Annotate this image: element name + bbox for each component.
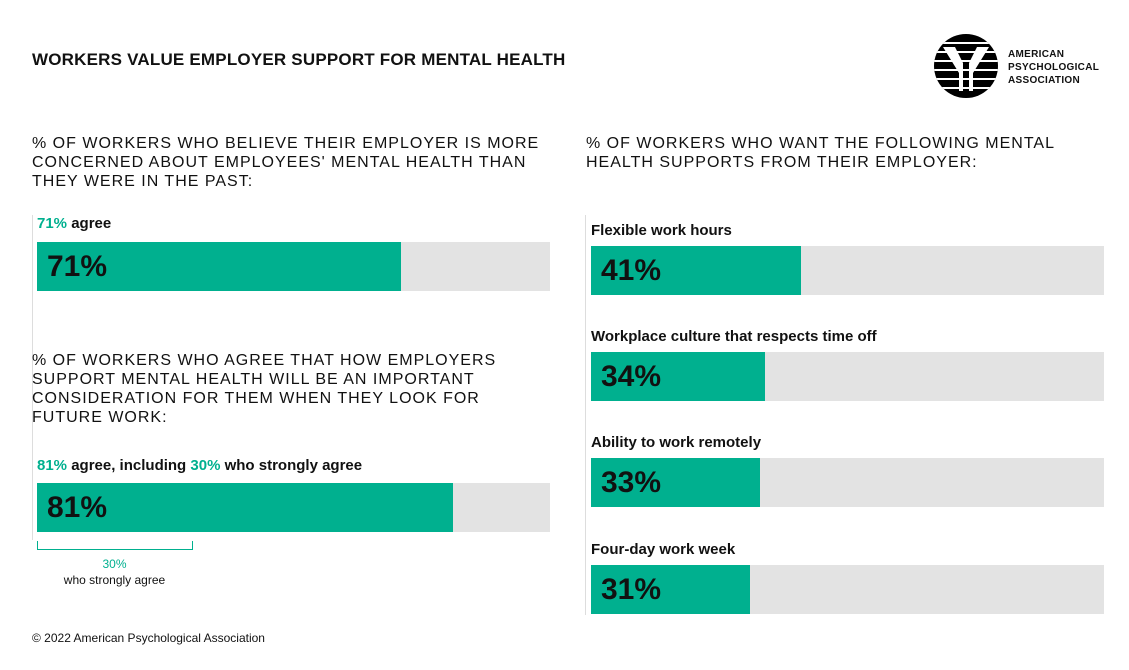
q2-label: 81% agree, including 30% who strongly ag…	[37, 457, 362, 474]
bar-value-label: 33%	[601, 466, 662, 499]
bar-track: 31%	[591, 565, 1104, 614]
bar-category-label: Ability to work remotely	[591, 434, 762, 451]
q2-label-pct: 81%	[37, 457, 68, 474]
bar-fill	[37, 483, 453, 532]
copyright: © 2022 American Psychological Associatio…	[32, 631, 265, 645]
bar-fill	[591, 246, 802, 295]
q1-label-rest: agree	[67, 215, 112, 232]
bracket-pct: 30%	[102, 557, 127, 571]
logo-line: AMERICAN	[1008, 49, 1065, 60]
q2-label-mid: agree, including	[67, 457, 191, 474]
q2-label-pct2: 30%	[190, 457, 221, 474]
logo-line: PSYCHOLOGICAL	[1008, 62, 1100, 73]
logo-line: ASSOCIATION	[1008, 75, 1081, 86]
bar-category-label: Workplace culture that respects time off	[591, 328, 877, 345]
right-divider	[585, 215, 586, 615]
bar-track: 41%	[591, 246, 1104, 295]
bar-category-label: Flexible work hours	[591, 222, 732, 239]
bracket-text: who strongly agree	[63, 573, 166, 587]
page-title: WORKERS VALUE EMPLOYER SUPPORT FOR MENTA…	[32, 50, 566, 69]
bar-value-label: 81%	[47, 491, 108, 524]
logo-text: AMERICAN PSYCHOLOGICAL ASSOCIATION	[1008, 48, 1099, 87]
bar-value-label: 34%	[601, 360, 662, 393]
left-divider	[32, 215, 33, 540]
apa-logo-icon	[933, 33, 999, 104]
bar-fill	[37, 242, 402, 291]
strongly-agree-bracket	[37, 541, 193, 550]
bar-track: 34%	[591, 352, 1104, 401]
q1-label: 71% agree	[37, 215, 111, 232]
question-3: % OF WORKERS WHO WANT THE FOLLOWING MENT…	[586, 135, 1055, 171]
bar-value-label: 41%	[601, 254, 662, 287]
bar-category-label: Four-day work week	[591, 541, 736, 558]
question-2: % OF WORKERS WHO AGREE THAT HOW EMPLOYER…	[32, 352, 497, 426]
bar-value-label: 31%	[601, 573, 662, 606]
bar-value-label: 71%	[47, 250, 108, 283]
bar-fill	[591, 458, 761, 507]
bar-track: 33%	[591, 458, 1104, 507]
bar-fill	[591, 352, 766, 401]
bracket-label: 30% who strongly agree	[37, 556, 192, 588]
bar-fill	[591, 565, 751, 614]
q2-label-rest: who strongly agree	[220, 457, 363, 474]
bar-track: 81%	[37, 483, 550, 532]
question-1: % OF WORKERS WHO BELIEVE THEIR EMPLOYER …	[32, 135, 540, 190]
q1-label-pct: 71%	[37, 215, 68, 232]
bar-track: 71%	[37, 242, 550, 291]
